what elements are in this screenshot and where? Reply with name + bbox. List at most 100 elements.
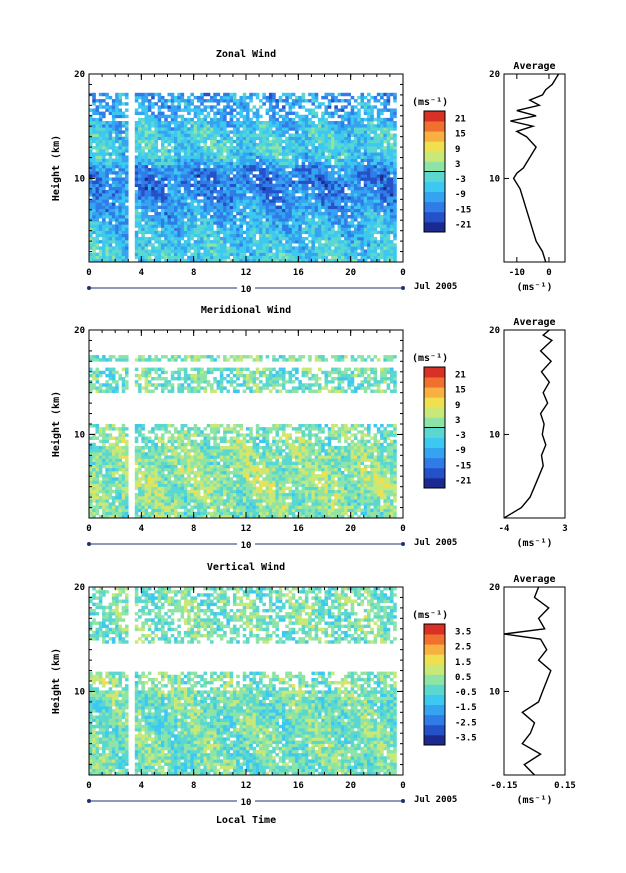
heatmap-cell <box>206 133 211 137</box>
heatmap-cell <box>308 246 312 250</box>
heatmap-cell <box>324 180 329 184</box>
heatmap-cell <box>134 142 139 147</box>
heatmap-cell <box>141 105 145 109</box>
heatmap-cell <box>367 130 371 134</box>
heatmap-cell <box>180 149 185 153</box>
colorbar-unit-label: (ms⁻¹) <box>412 97 448 108</box>
heatmap-cell <box>272 211 276 216</box>
heatmap-cell <box>213 168 217 172</box>
heatmap-cell <box>180 505 185 509</box>
heatmap-cell <box>92 108 96 112</box>
heatmap-cell <box>167 183 172 188</box>
heatmap-cell <box>160 193 165 197</box>
heatmap-cell <box>380 142 384 147</box>
heatmap-cell <box>216 174 221 178</box>
heatmap-cell <box>350 183 355 188</box>
heatmap-cell <box>216 255 221 260</box>
heatmap-cell <box>89 189 93 194</box>
heatmap-cell <box>389 168 394 172</box>
heatmap-cell <box>89 108 93 112</box>
heatmap-cell <box>268 193 273 197</box>
heatmap-cell <box>275 177 280 181</box>
heatmap-cell <box>314 221 319 225</box>
heatmap-cell <box>124 249 129 253</box>
heatmap-cell <box>111 505 116 509</box>
heatmap-cell <box>180 208 185 213</box>
heatmap-cell <box>141 215 145 219</box>
heatmap-cell <box>331 114 335 119</box>
heatmap-cell <box>350 177 355 181</box>
heatmap-cell <box>183 514 188 519</box>
heatmap-cell <box>314 258 319 263</box>
heatmap-cell <box>105 208 109 213</box>
heatmap-cell <box>357 117 361 122</box>
heatmap-cell <box>111 215 116 219</box>
heatmap-cell <box>190 92 194 97</box>
heatmap-cell <box>223 168 227 172</box>
heatmap-cell <box>223 199 227 203</box>
heatmap-cell <box>370 177 374 181</box>
heatmap-cell <box>138 199 142 203</box>
heatmap-cell <box>151 249 155 253</box>
heatmap-cell <box>200 92 204 97</box>
heatmap-cell <box>373 249 378 253</box>
heatmap-cell <box>170 202 175 206</box>
heatmap-cell <box>229 224 234 228</box>
heatmap-cell <box>121 193 126 197</box>
heatmap-cell <box>167 155 172 159</box>
heatmap-cell <box>350 174 355 178</box>
heatmap-cell <box>239 180 244 184</box>
heatmap-cell <box>236 224 240 228</box>
heatmap-cell <box>281 193 286 197</box>
heatmap-cell <box>219 208 224 213</box>
heatmap-cell <box>288 180 293 184</box>
heatmap-cell <box>337 158 342 163</box>
heatmap-cell <box>389 252 394 257</box>
heatmap-cell <box>98 117 103 122</box>
heatmap-cell <box>190 158 194 163</box>
heatmap-cell <box>115 193 119 197</box>
heatmap-cell <box>380 168 384 172</box>
heatmap-cell <box>383 255 387 260</box>
heatmap-cell <box>95 142 100 147</box>
heatmap-cell <box>317 193 322 197</box>
heatmap-cell <box>154 227 158 231</box>
heatmap-cell <box>98 158 103 163</box>
colorbar-segment <box>424 151 445 162</box>
heatmap-cell <box>223 155 227 159</box>
heatmap-cell <box>373 221 378 225</box>
heatmap-cell <box>206 246 211 250</box>
heatmap-cell <box>340 174 345 178</box>
heatmap-cell <box>134 202 139 206</box>
heatmap-cell <box>124 514 129 519</box>
heatmap-cell <box>154 221 158 225</box>
heatmap-cell <box>92 227 96 231</box>
heatmap-cell <box>337 205 342 210</box>
heatmap-cell <box>383 186 387 191</box>
heatmap-cell <box>124 211 129 216</box>
heatmap-cell <box>265 146 270 150</box>
heatmap-cell <box>317 196 322 200</box>
heatmap-cell <box>89 161 93 166</box>
heatmap-cell <box>340 249 345 253</box>
heatmap-cell <box>226 205 230 210</box>
heatmap-cell <box>164 158 168 163</box>
heatmap-cell <box>89 255 93 260</box>
heatmap-cell <box>92 246 96 250</box>
heatmap-cell <box>157 127 162 131</box>
heatmap-cell <box>353 99 358 103</box>
heatmap-cell <box>272 246 276 250</box>
heatmap-cell <box>98 202 103 206</box>
heatmap-cell <box>232 205 237 210</box>
heatmap-cell <box>308 224 312 228</box>
heatmap-cell <box>193 111 198 116</box>
heatmap-cell <box>92 161 96 166</box>
heatmap-cell <box>373 189 378 194</box>
heatmap-cell <box>350 236 355 241</box>
heatmap-cell <box>210 186 214 191</box>
heatmap-cell <box>144 127 149 131</box>
heatmap-cell <box>337 130 342 134</box>
heatmap-cell <box>389 92 394 97</box>
heatmap-cell <box>295 161 299 166</box>
heatmap-cell <box>334 189 338 194</box>
